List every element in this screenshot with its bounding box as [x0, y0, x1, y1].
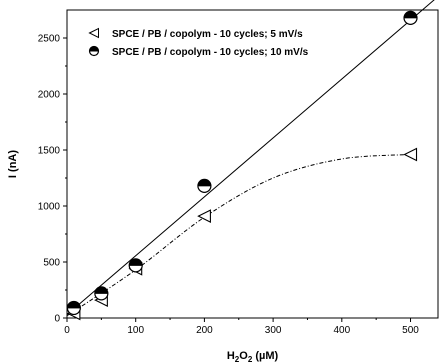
legend-marker-triangle — [88, 27, 99, 39]
y-tick-label: 0 — [54, 314, 60, 325]
y-axis-ticks: 0 500 1000 1500 2000 2500 — [38, 34, 67, 325]
y-axis-title: I (nA) — [7, 150, 19, 178]
x-axis-ticks: 0 100 200 300 400 500 — [64, 318, 419, 336]
legend-label-10mvs: SPCE / PB / copolym - 10 cycles; 10 mV/s — [112, 47, 309, 58]
x-tick-label: 300 — [265, 325, 282, 336]
x-tick-label: 100 — [127, 325, 144, 336]
curve-fit-line — [66, 153, 411, 317]
y-tick-label: 2000 — [38, 90, 61, 101]
x-axis-title: H2O2 (µM) — [227, 350, 279, 364]
x-tick-label: 500 — [402, 325, 419, 336]
plot-area — [66, 9, 439, 319]
point-5mvs — [403, 147, 418, 162]
point-10mvs — [128, 258, 143, 273]
data-points — [66, 10, 418, 321]
point-10mvs — [403, 10, 418, 25]
linear-fit-line — [66, 0, 435, 316]
y-tick-label: 2500 — [38, 34, 61, 45]
legend-label-5mvs: SPCE / PB / copolym - 10 cycles; 5 mV/s — [112, 29, 303, 40]
legend-marker-half-circle — [88, 45, 100, 57]
legend-entry-10mvs: SPCE / PB / copolym - 10 cycles; 10 mV/s — [88, 45, 309, 58]
plot-frame — [66, 9, 439, 319]
legend-marker-shape — [88, 45, 100, 57]
x-tick-label: 0 — [64, 325, 70, 336]
fit-lines — [66, 0, 435, 317]
y-tick-label: 500 — [43, 258, 60, 269]
x-tick-label: 200 — [196, 325, 213, 336]
point-10mvs — [197, 178, 212, 193]
x-tick-label: 400 — [333, 325, 350, 336]
legend: SPCE / PB / copolym - 10 cycles; 5 mV/s … — [88, 27, 309, 58]
y-tick-label: 1000 — [38, 202, 61, 213]
point-10mvs — [94, 286, 109, 301]
point-10mvs — [66, 300, 81, 316]
point-5mvs — [197, 209, 211, 223]
y-tick-label: 1500 — [38, 146, 61, 157]
legend-entry-5mvs: SPCE / PB / copolym - 10 cycles; 5 mV/s — [88, 27, 303, 40]
